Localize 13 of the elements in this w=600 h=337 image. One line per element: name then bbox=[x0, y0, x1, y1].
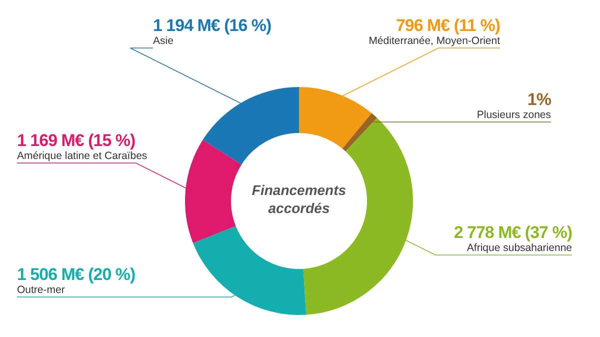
data-label: 2 778 M€ (37 %) bbox=[454, 223, 572, 242]
slice-label: Outre-mer bbox=[17, 284, 66, 296]
data-label: 1% bbox=[527, 90, 552, 109]
data-label: 1 506 M€ (20 %) bbox=[17, 265, 136, 284]
data-label: 796 M€ (11 %) bbox=[396, 16, 500, 35]
slice-label: Afrique subsaharienne bbox=[466, 242, 572, 254]
slice-label: Méditerranée, Moyen-Orient bbox=[368, 35, 500, 47]
slice-label: Plusieurs zones bbox=[476, 109, 551, 121]
data-label: 1 169 M€ (15 %) bbox=[17, 131, 136, 150]
slice-label: Amérique latine et Caraïbes bbox=[17, 150, 148, 162]
slice-label: Asie bbox=[153, 35, 174, 47]
text: Financements accordés bbox=[252, 182, 346, 216]
data-label: 1 194 M€ (16 %) bbox=[153, 16, 272, 35]
